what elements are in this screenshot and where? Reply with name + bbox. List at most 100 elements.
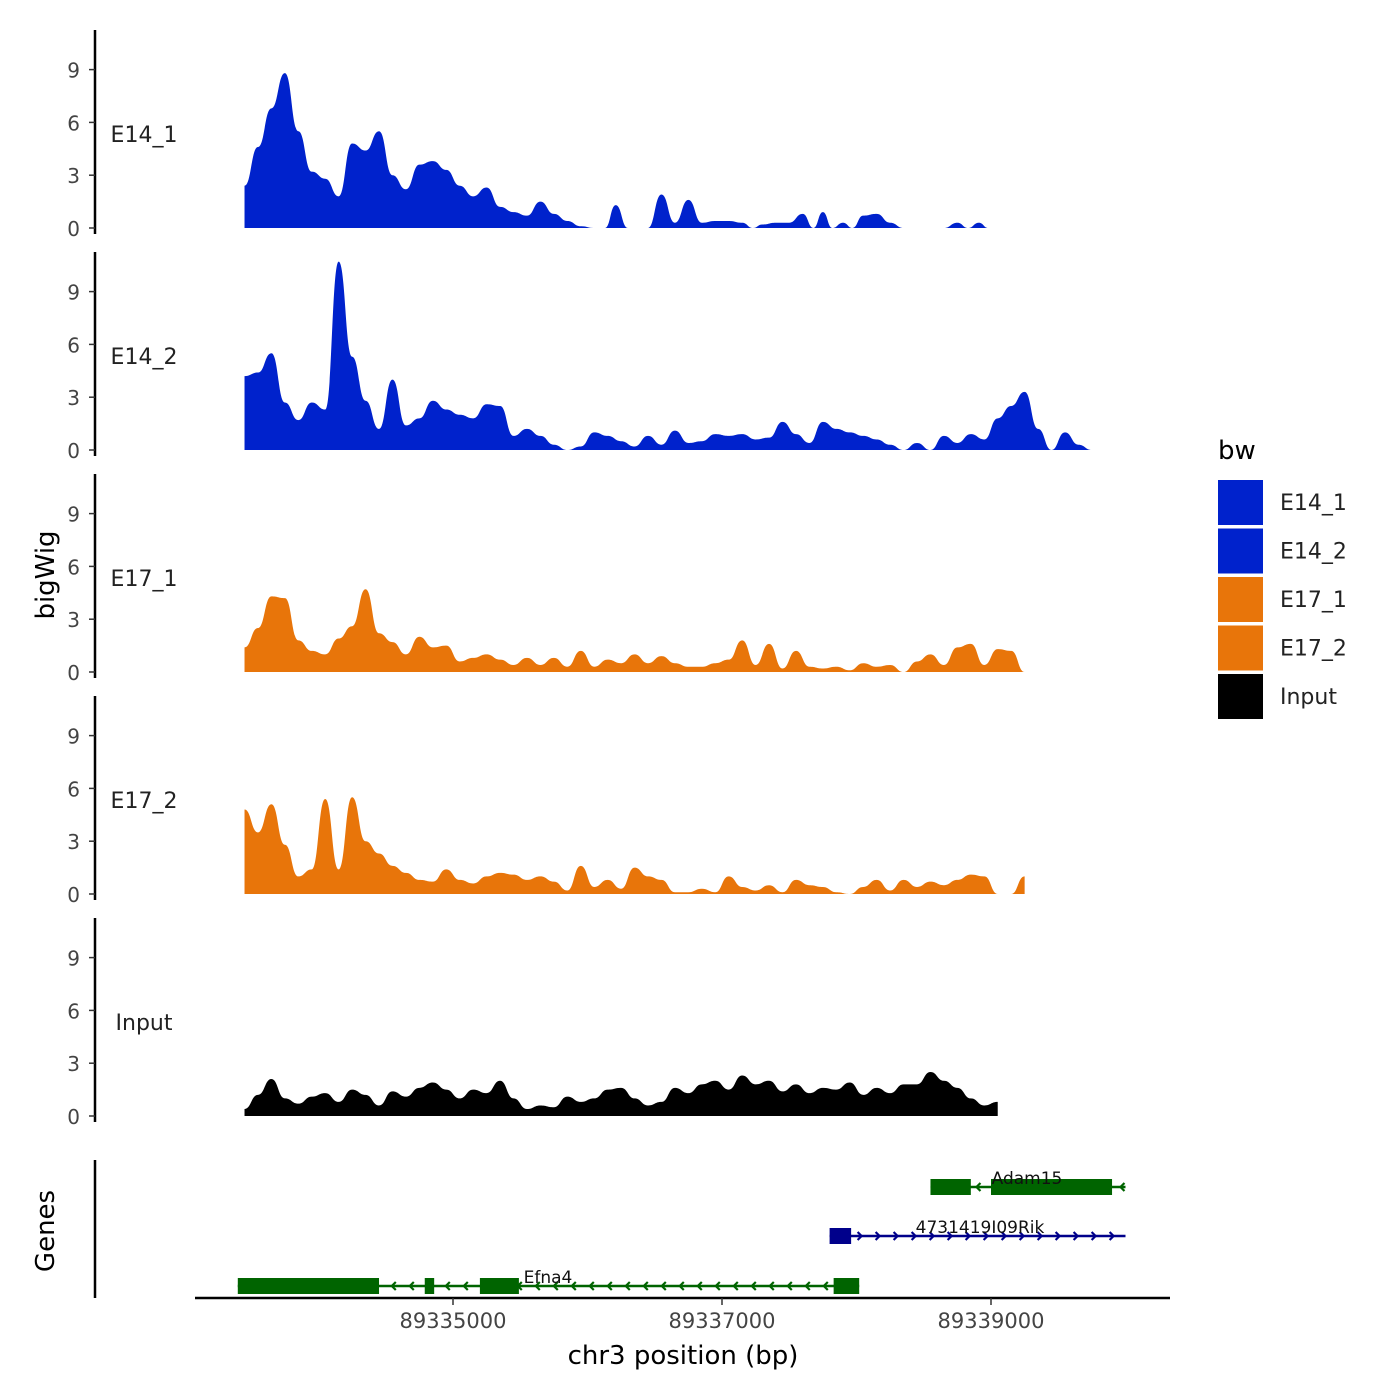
strand-arrow [1108, 1231, 1116, 1241]
y-tick-label: 0 [67, 1105, 80, 1129]
strand-arrow [552, 1281, 559, 1291]
legend-label: E17_2 [1280, 637, 1347, 662]
strand-arrow [946, 1231, 954, 1241]
legend-swatch [1218, 674, 1263, 719]
track-label: E17_1 [111, 567, 178, 592]
y-tick-label: 0 [67, 661, 80, 685]
legend-label: E14_1 [1280, 491, 1347, 516]
y-tick-label: 3 [67, 164, 80, 188]
strand-arrow [588, 1281, 595, 1291]
y-tick-label: 6 [67, 555, 80, 579]
strand-arrow [928, 1231, 936, 1241]
y-axis-label: bigWig [31, 530, 61, 619]
x-tick-label: 89337000 [669, 1309, 776, 1333]
strand-arrow [964, 1231, 972, 1241]
strand-arrow [768, 1281, 775, 1291]
legend-swatch [1218, 528, 1263, 574]
y-tick-label: 9 [67, 725, 80, 749]
y-tick-label: 6 [67, 111, 80, 135]
track-E17_1: 0 3 6 9 E17_1 [67, 474, 1025, 685]
x-tick-label: 89339000 [938, 1309, 1045, 1333]
strand-arrow [390, 1281, 397, 1291]
track-area [244, 797, 1025, 894]
gene-exon [833, 1278, 860, 1294]
strand-arrow [1118, 1182, 1126, 1192]
strand-arrow [570, 1281, 577, 1291]
strand-arrow [534, 1281, 541, 1291]
strand-arrow [624, 1281, 631, 1291]
strand-arrow [606, 1281, 613, 1291]
legend-label: Input [1280, 685, 1337, 710]
track-label: E14_1 [111, 123, 178, 148]
y-tick-label: 3 [67, 608, 80, 632]
y-tick-label: 9 [67, 947, 80, 971]
gene-exon [479, 1278, 519, 1294]
gene-4731419I09Rik: 4731419I09Rik [829, 1218, 1126, 1244]
gene-exon [991, 1179, 1113, 1195]
legend-title: bw [1218, 436, 1256, 466]
strand-arrow [1018, 1231, 1026, 1241]
strand-arrow [1036, 1231, 1044, 1241]
x-axis-label: chr3 position (bp) [568, 1341, 799, 1371]
track-Input: 0 3 6 9 Input [67, 918, 998, 1129]
genes-layer: Adam15 4731419I09Rik Efna4 [93, 1160, 1126, 1298]
gene-exon [829, 1228, 852, 1244]
track-label: E14_2 [111, 345, 178, 370]
strand-arrow [804, 1281, 811, 1291]
y-tick-label: 6 [67, 777, 80, 801]
strand-arrow [444, 1281, 451, 1291]
strand-arrow [856, 1231, 864, 1241]
y-tick-label: 9 [67, 281, 80, 305]
strand-arrow [714, 1281, 721, 1291]
legend-swatch [1218, 625, 1263, 671]
strand-arrow [892, 1231, 900, 1241]
track-label: Input [116, 1011, 173, 1036]
y-tick-label: 3 [67, 386, 80, 410]
strand-arrow [786, 1281, 793, 1291]
strand-arrow [696, 1281, 703, 1291]
y-tick-label: 0 [67, 439, 80, 463]
strand-arrow [1000, 1231, 1008, 1241]
strand-arrow [874, 1231, 882, 1241]
track-E14_2: 0 3 6 9 E14_2 [67, 252, 1092, 463]
track-area [244, 261, 1092, 450]
legend-swatch [1218, 480, 1263, 525]
strand-arrow [660, 1281, 667, 1291]
tracks-layer: 0 3 6 9 E14_1 0 3 6 9 E14_2 0 3 6 9 E17_1 0 3 6 9 E17_2 0 3 6 9… [67, 30, 1092, 1129]
legend-label: E14_2 [1280, 540, 1347, 565]
x-tick-label: 89335000 [400, 1309, 507, 1333]
track-E14_1: 0 3 6 9 E14_1 [67, 30, 989, 241]
strand-arrow [910, 1231, 918, 1241]
gene-label: Efna4 [524, 1268, 573, 1288]
gene-exon [237, 1278, 380, 1294]
track-area [244, 1072, 998, 1116]
gene-exon [424, 1278, 435, 1294]
gene-exon [930, 1179, 971, 1195]
track-area [244, 73, 989, 229]
y-tick-label: 3 [67, 830, 80, 854]
strand-arrow [678, 1281, 685, 1291]
strand-arrow [408, 1281, 415, 1291]
legend-label: E17_1 [1280, 588, 1347, 613]
strand-arrow [1072, 1231, 1080, 1241]
strand-arrow [822, 1281, 829, 1291]
strand-arrow [750, 1281, 757, 1291]
y-tick-label: 0 [67, 217, 80, 241]
strand-arrow [1054, 1231, 1062, 1241]
x-axis: 89335000 89337000 89339000 [195, 1296, 1170, 1333]
gene-Adam15: Adam15 [930, 1169, 1126, 1195]
y-tick-label: 9 [67, 503, 80, 527]
legend-swatch [1218, 577, 1263, 622]
y-tick-label: 6 [67, 333, 80, 357]
strand-arrow [1090, 1231, 1098, 1241]
strand-arrow [462, 1281, 469, 1291]
gene-Efna4: Efna4 [237, 1268, 860, 1294]
track-label: E17_2 [111, 789, 178, 814]
gene-label: Adam15 [992, 1169, 1063, 1189]
strand-arrow [974, 1182, 982, 1192]
y-tick-label: 0 [67, 883, 80, 907]
strand-arrow [982, 1231, 990, 1241]
y-tick-label: 9 [67, 59, 80, 83]
track-E17_2: 0 3 6 9 E17_2 [67, 696, 1025, 907]
